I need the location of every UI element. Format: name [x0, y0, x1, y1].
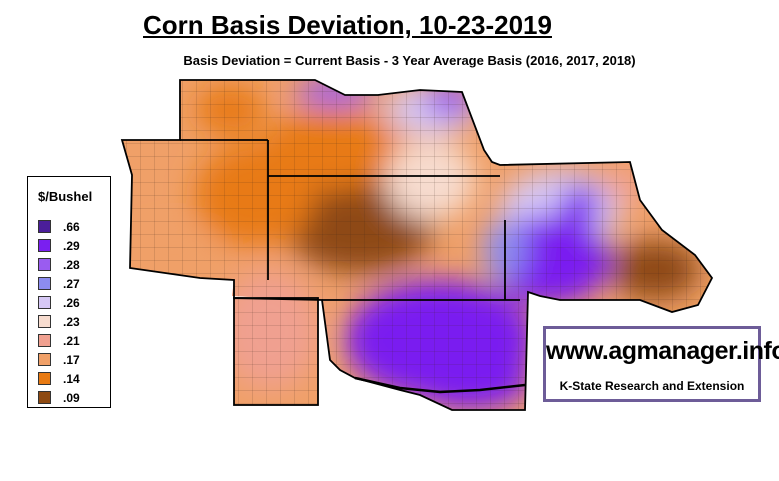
legend-label: .27	[63, 277, 80, 291]
legend-label: .21	[63, 334, 80, 348]
legend-swatch	[38, 296, 51, 309]
legend-swatch	[38, 220, 51, 233]
legend-swatch	[38, 353, 51, 366]
legend-label: .66	[63, 220, 80, 234]
legend-label: .17	[63, 353, 80, 367]
legend-label: .26	[63, 296, 80, 310]
legend: $/Bushel .66 .29 .28 .27 .26 .23 .21 .17…	[27, 176, 111, 408]
legend-swatch	[38, 334, 51, 347]
legend-swatch	[38, 239, 51, 252]
legend-title: $/Bushel	[38, 189, 93, 204]
legend-swatch	[38, 315, 51, 328]
brand-org: K-State Research and Extension	[559, 379, 745, 393]
legend-swatch	[38, 277, 51, 290]
agmanager-logo: www.agmanager.info K-State Research and …	[543, 326, 779, 402]
legend-label: .09	[63, 391, 80, 405]
state-borders	[120, 79, 714, 411]
map-subtitle: Basis Deviation = Current Basis - 3 Year…	[183, 53, 636, 68]
legend-swatch	[38, 258, 51, 271]
legend-label: .28	[63, 258, 80, 272]
legend-swatch	[38, 372, 51, 385]
legend-label: .14	[63, 372, 80, 386]
brand-url: www.agmanager.info	[546, 337, 779, 365]
legend-swatch	[38, 391, 51, 404]
legend-label: .23	[63, 315, 80, 329]
legend-label: .29	[63, 239, 80, 253]
map-title: Corn Basis Deviation, 10-23-2019	[143, 10, 552, 40]
